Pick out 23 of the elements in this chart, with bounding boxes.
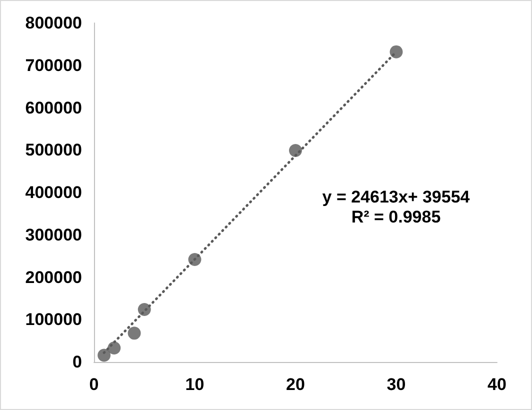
y-tick-label: 700000 — [25, 56, 82, 75]
x-tick-label: 0 — [89, 375, 99, 394]
y-tick-label: 100000 — [25, 310, 82, 330]
point — [128, 326, 141, 340]
point — [289, 144, 302, 158]
y-tick-label: 200000 — [25, 268, 82, 287]
point — [138, 302, 151, 316]
x-tick-label: 30 — [386, 375, 406, 394]
y-tick-label: 800000 — [25, 14, 82, 32]
y-tick-label: 300000 — [25, 225, 82, 244]
point — [390, 45, 403, 58]
x-tick-label: 10 — [185, 375, 204, 394]
y-tick-label: 600000 — [25, 98, 82, 118]
y-tick-label: 0 — [72, 352, 82, 372]
y-tick-label: 500000 — [25, 140, 82, 160]
annotation: R² = 0.9985 — [351, 208, 441, 226]
point — [188, 252, 202, 266]
x-tick-label: 40 — [488, 375, 506, 394]
point — [98, 348, 111, 362]
x-tick-label: 20 — [286, 375, 305, 394]
point — [108, 342, 121, 355]
annotation: y = 24613x+ 39554 — [322, 188, 470, 206]
y-tick-label: 400000 — [25, 183, 82, 202]
